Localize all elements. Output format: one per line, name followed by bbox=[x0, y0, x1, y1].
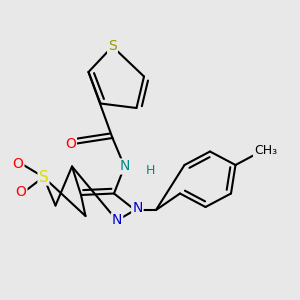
Text: S: S bbox=[39, 169, 48, 184]
Text: S: S bbox=[108, 40, 117, 53]
Text: N: N bbox=[119, 160, 130, 173]
Text: O: O bbox=[65, 137, 76, 151]
Text: O: O bbox=[13, 157, 23, 170]
Text: N: N bbox=[132, 202, 142, 215]
Text: H: H bbox=[145, 164, 155, 177]
Text: N: N bbox=[112, 214, 122, 227]
Text: O: O bbox=[16, 185, 26, 199]
Text: CH₃: CH₃ bbox=[254, 144, 277, 157]
